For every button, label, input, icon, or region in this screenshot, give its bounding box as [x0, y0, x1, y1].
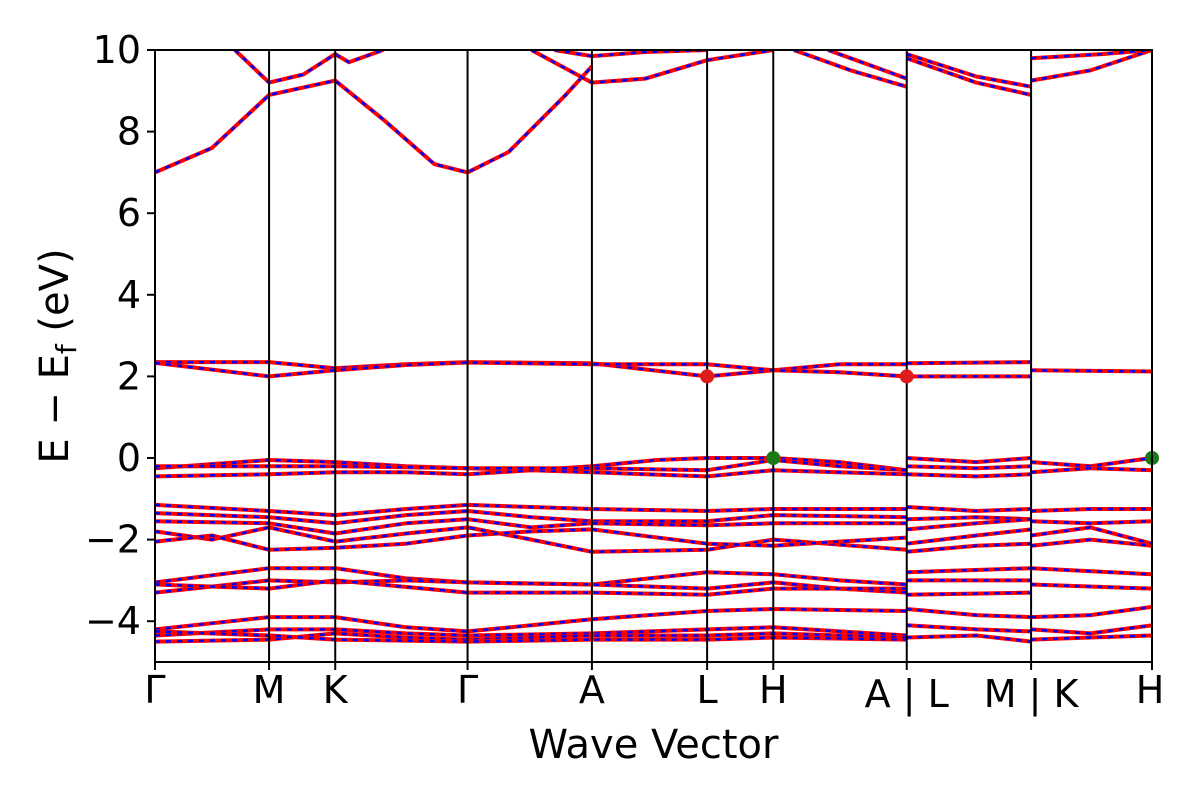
plot-frame [154, 49, 1153, 663]
band-lines [155, 50, 1152, 644]
band-line-spin-down [906, 464, 1032, 470]
y-tick-label: 2 [117, 354, 141, 398]
high-symmetry-lines [268, 50, 1033, 662]
band-line-spin-up [906, 633, 1032, 644]
band-line-spin-down [1030, 526, 1152, 545]
y-axis-label: E − Ef (eV) [32, 248, 83, 463]
band-line-spin-down [1031, 369, 1152, 373]
band-line-spin-up [906, 623, 1032, 634]
x-tick-label: Γ [457, 668, 478, 712]
band-line-spin-down [1031, 456, 1152, 468]
band-line-spin-down [906, 52, 1032, 88]
band-line-spin-down [155, 579, 907, 596]
y-axis-label-unit: (eV) [32, 248, 78, 344]
band-line-spin-down [155, 458, 907, 472]
band-line-spin-down [906, 360, 1032, 365]
band-line-spin-down [906, 607, 1032, 619]
band-line-spin-down [906, 634, 1032, 643]
band-line-spin-down [155, 503, 907, 517]
band-line-spin-up [906, 456, 1032, 465]
x-tick-label: K [323, 668, 349, 712]
band-line-spin-up [906, 541, 1032, 554]
band-line-spin-up [906, 517, 1032, 532]
band-line-spin-down [1031, 566, 1152, 576]
y-axis-label-main: E − E [32, 354, 78, 464]
x-tick-label: A | L [865, 672, 949, 717]
y-tick-label: −4 [85, 599, 141, 643]
band-line-spin-down [155, 517, 907, 535]
band-line-spin-up [906, 590, 1032, 597]
band-line-spin-down [906, 528, 1032, 545]
band-line-spin-down [1031, 634, 1152, 641]
band-line-spin-down [1031, 507, 1152, 513]
band-line-spin-down [906, 624, 1032, 633]
band-line-spin-up [906, 472, 1032, 479]
band-line-spin-up [155, 527, 907, 552]
y-tick-label: 6 [117, 191, 141, 235]
vbm-marker [766, 451, 781, 465]
x-tick-label: A [579, 668, 605, 712]
band-line-spin-down [155, 65, 593, 174]
x-tick-label: M | K [984, 672, 1080, 717]
band-line-spin-down [1031, 624, 1152, 635]
y-axis-label-subscript: f [50, 343, 83, 354]
band-line-spin-down [793, 50, 908, 88]
band-line-spin-down [155, 607, 907, 633]
y-tick-label: 8 [117, 110, 141, 154]
band-line-spin-up [530, 50, 774, 85]
band-line-spin-up [233, 50, 384, 85]
x-axis-label: Wave Vector [529, 722, 780, 768]
x-tick-label: M [253, 668, 286, 712]
band-line-spin-down [155, 361, 907, 378]
band-line-spin-down [906, 505, 1032, 513]
band-line-spin-down [1030, 538, 1152, 547]
band-line-spin-down [827, 50, 908, 80]
band-line-spin-up [906, 527, 1032, 546]
x-tick-label: Γ [144, 668, 165, 712]
cbm-marker [700, 369, 715, 384]
band-line-spin-down [234, 50, 384, 84]
band-line-spin-down [155, 468, 907, 478]
band-line-spin-down [906, 566, 1032, 574]
band-edge-markers [700, 369, 1159, 465]
band-line-spin-down [1031, 50, 1152, 60]
band-line-spin-down [155, 509, 907, 525]
y-axis-ticks: −4 −2 0 2 4 6 8 10 [85, 28, 155, 643]
x-tick-label: H [759, 668, 788, 712]
band-line-spin-down [1031, 466, 1152, 474]
band-line-spin-up [906, 607, 1032, 620]
x-tick-label: H [1136, 668, 1165, 712]
cbm-marker [899, 369, 914, 384]
band-line-spin-down [906, 473, 1032, 478]
band-line-spin-down [906, 57, 1032, 97]
band-line-spin-down [1030, 50, 1152, 82]
band-line-spin-up [906, 505, 1032, 513]
band-line-spin-down [906, 591, 1032, 596]
y-tick-label: 4 [117, 273, 141, 317]
band-line-spin-up [906, 56, 1032, 97]
band-line-spin-down [155, 630, 907, 643]
band-line-spin-down [1031, 583, 1152, 590]
band-line-spin-down [906, 542, 1032, 554]
band-line-spin-down [1031, 519, 1152, 525]
band-line-spin-up [906, 360, 1032, 366]
band-line-spin-up [155, 64, 594, 175]
band-line-spin-down [155, 579, 907, 594]
band-line-spin-down [1031, 605, 1152, 619]
band-line-spin-up [906, 566, 1032, 575]
band-line-spin-down [530, 50, 774, 84]
y-tick-label: 10 [93, 28, 141, 72]
y-tick-label: 0 [117, 436, 141, 480]
band-line-spin-down [906, 456, 1032, 464]
band-line-spin-down [906, 517, 1032, 531]
x-tick-label: L [697, 668, 718, 712]
y-tick-label: −2 [85, 518, 141, 562]
band-line-spin-down [906, 515, 1032, 521]
band-line-spin-up [906, 464, 1032, 471]
